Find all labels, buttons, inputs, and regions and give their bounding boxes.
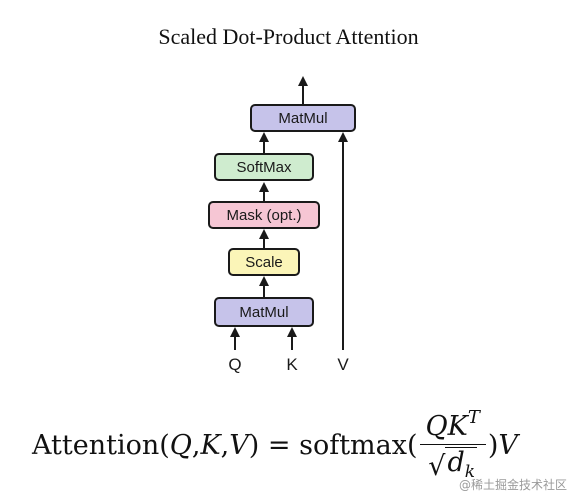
scale-block: Scale (228, 248, 300, 276)
numerator-transpose: T (467, 407, 480, 429)
formula-numerator: QKT (419, 407, 486, 445)
numerator-q: Q (425, 411, 448, 443)
mask-label: Mask (opt.) (226, 206, 302, 224)
scale-label: Scale (245, 253, 283, 271)
formula-v: V (229, 429, 249, 461)
softmax-label: SoftMax (236, 158, 292, 176)
denominator-d: d (447, 447, 465, 478)
softmax-block: SoftMax (214, 153, 314, 181)
input-k: K (286, 355, 298, 374)
formula-k: K (200, 429, 221, 461)
formula-comma-2: , (220, 429, 230, 461)
input-v: V (337, 355, 349, 374)
attention-formula: Attention(Q, K, V) = softmax( QKT √ dk ) V (32, 400, 518, 490)
watermark-text: @稀土掘金技术社区 (458, 478, 567, 492)
formula-q: Q (169, 429, 192, 461)
formula-trail-v: V (498, 429, 518, 461)
matmul-top-block: MatMul (250, 104, 356, 132)
diagram-title: Scaled Dot-Product Attention (158, 24, 419, 49)
formula-sqrt: √ dk (428, 447, 478, 482)
formula-close-eq: ) = softmax( (248, 429, 418, 461)
numerator-k: K (447, 411, 468, 443)
formula-denominator: √ dk (428, 445, 478, 482)
sqrt-radicand: dk (445, 447, 478, 482)
sqrt-symbol: √ (428, 451, 446, 482)
formula-fraction: QKT √ dk (419, 407, 486, 482)
matmul-bottom-block: MatMul (214, 297, 314, 327)
formula-close: ) (487, 429, 499, 461)
mask-block: Mask (opt.) (208, 201, 320, 229)
input-q: Q (228, 355, 242, 374)
formula-comma-1: , (191, 429, 201, 461)
formula-lhs: Attention( (32, 429, 170, 461)
denominator-subscript-k: k (464, 462, 476, 482)
matmul-top-label: MatMul (278, 109, 328, 127)
matmul-bottom-label: MatMul (239, 303, 289, 321)
